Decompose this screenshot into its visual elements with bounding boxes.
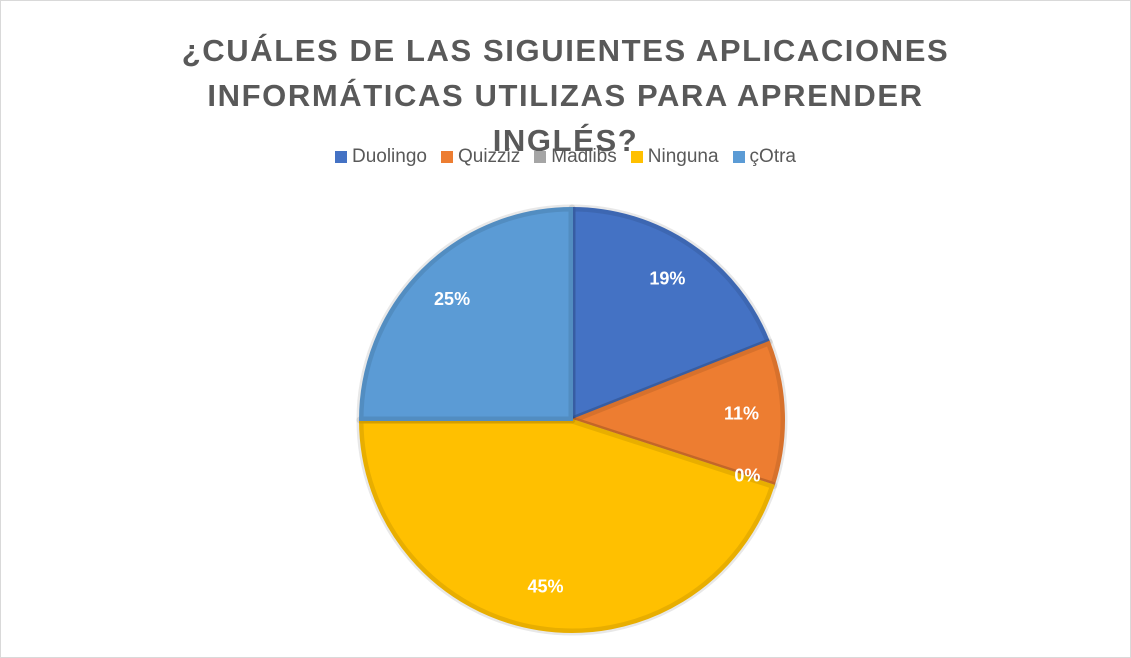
legend: Duolingo Quizziz Madlibs Ninguna çOtra bbox=[0, 146, 1131, 168]
legend-item: Madlibs bbox=[534, 146, 617, 168]
legend-swatch bbox=[732, 151, 745, 163]
data-label: 25% bbox=[434, 289, 470, 309]
legend-label: Ninguna bbox=[647, 146, 719, 167]
pie-slice bbox=[571, 206, 771, 422]
legend-label: Madlibs bbox=[551, 146, 617, 167]
slice-border bbox=[356, 204, 576, 424]
data-label: 19% bbox=[649, 268, 685, 288]
chart-title: ¿CUÁLES DE LAS SIGUIENTES APLICACIONES I… bbox=[181, 33, 950, 158]
data-label: 0% bbox=[734, 466, 760, 486]
legend-item: çOtra bbox=[732, 146, 796, 168]
data-label: 11% bbox=[724, 403, 759, 423]
legend-swatch bbox=[534, 151, 547, 163]
legend-item: Quizziz bbox=[440, 146, 521, 168]
legend-swatch bbox=[630, 151, 643, 163]
legend-swatch bbox=[334, 151, 347, 163]
data-label: 45% bbox=[527, 576, 563, 596]
legend-label: çOtra bbox=[749, 146, 796, 167]
legend-swatch bbox=[440, 151, 453, 163]
pie-slice bbox=[358, 419, 775, 633]
legend-item: Duolingo bbox=[334, 146, 427, 168]
slice-border bbox=[356, 416, 778, 636]
pie-slice bbox=[358, 206, 573, 421]
slice-border bbox=[568, 338, 788, 490]
slice-border bbox=[568, 204, 773, 424]
pie-slice bbox=[569, 340, 785, 487]
legend-label: Duolingo bbox=[351, 146, 427, 167]
legend-label: Quizziz bbox=[457, 146, 521, 167]
legend-item: Ninguna bbox=[630, 146, 719, 168]
